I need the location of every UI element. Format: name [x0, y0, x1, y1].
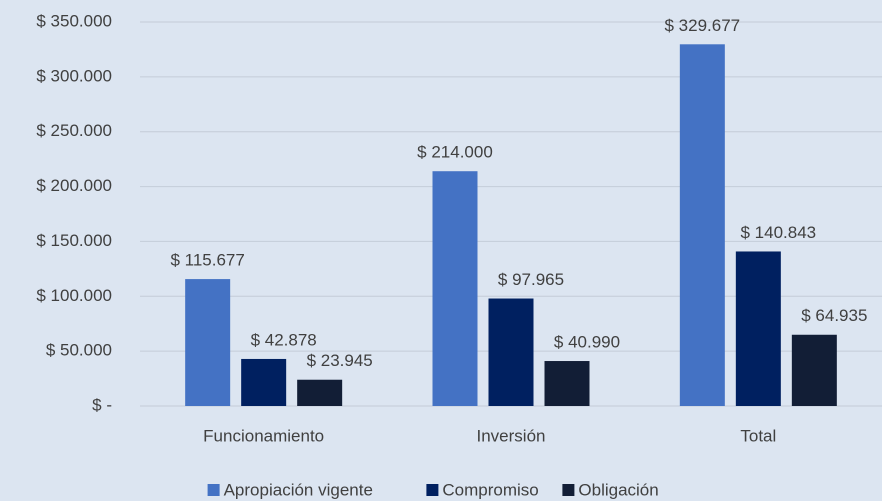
y-tick-label: $ 250.000: [36, 121, 112, 140]
bar: [241, 358, 287, 406]
legend-swatch: [426, 484, 439, 496]
bar: [735, 251, 781, 406]
bar: [544, 361, 590, 406]
bar: [297, 379, 343, 406]
data-label: $ 115.677: [170, 251, 244, 270]
bar: [791, 334, 837, 406]
data-label: $ 40.990: [554, 333, 620, 352]
x-tick-label: Total: [740, 426, 776, 445]
y-tick-label: $ 200.000: [36, 176, 112, 195]
legend-swatch: [207, 484, 220, 496]
legend-label: Obligación: [578, 480, 658, 499]
x-tick-label: Inversión: [477, 426, 546, 445]
y-tick-label: $ 100.000: [36, 286, 112, 305]
data-label: $ 329.677: [665, 16, 741, 35]
bar: [679, 44, 725, 406]
data-label: $ 42.878: [251, 330, 317, 349]
y-tick-label: $ 300.000: [36, 66, 112, 85]
data-label: $ 23.945: [307, 351, 373, 370]
data-label: $ 140.843: [741, 223, 817, 242]
bar: [185, 279, 231, 406]
y-tick-label: $ -: [92, 395, 112, 414]
legend-swatch: [562, 484, 575, 496]
bar: [432, 171, 478, 406]
y-tick-label: $ 150.000: [36, 231, 112, 250]
x-tick-label: Funcionamiento: [203, 426, 324, 445]
data-label: $ 64.935: [801, 306, 867, 325]
legend-label: Apropiación vigente: [224, 480, 373, 499]
y-tick-label: $ 350.000: [36, 11, 112, 30]
data-label: $ 97.965: [498, 270, 564, 289]
legend-label: Compromiso: [442, 480, 538, 499]
y-tick-label: $ 50.000: [46, 341, 112, 360]
bar: [488, 298, 534, 406]
data-label: $ 214.000: [417, 143, 493, 162]
